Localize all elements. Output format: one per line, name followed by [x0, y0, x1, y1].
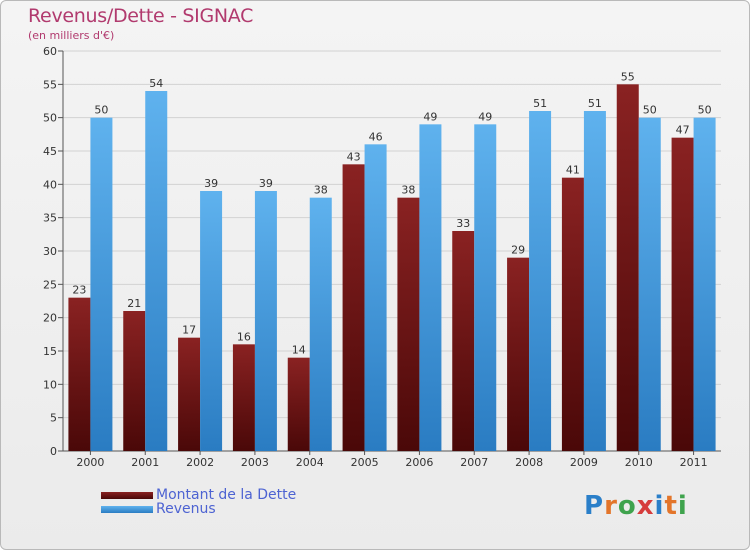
data-label-revenus: 39: [259, 177, 273, 190]
bars: [68, 84, 716, 452]
bar-dette-2001: [123, 311, 146, 451]
data-label-revenus: 50: [698, 104, 712, 117]
logo-letter: t: [664, 491, 678, 521]
y-tick-label: 30: [43, 245, 57, 258]
data-labels: 23 50 21 54 17 39 16 39 14 38 43 46 38 49 33 49 29 51 41 51…: [72, 70, 711, 356]
data-label-dette: 29: [511, 244, 525, 257]
chart-subtitle: (en milliers d'€): [28, 29, 115, 42]
data-label-revenus: 49: [478, 110, 492, 123]
bar-dette-2010: [616, 84, 639, 451]
x-tick-label: 2010: [625, 456, 653, 469]
x-tick-label: 2004: [296, 456, 324, 469]
data-label-revenus: 50: [94, 104, 108, 117]
data-label-dette: 47: [676, 124, 690, 137]
x-tick-label: 2009: [570, 456, 598, 469]
bar-revenus-2003: [254, 191, 277, 451]
y-tick-label: 5: [50, 412, 57, 425]
bar-dette-2002: [178, 337, 201, 451]
x-tick-label: 2007: [460, 456, 488, 469]
bar-revenus-2004: [309, 197, 332, 451]
bar-dette-2009: [561, 177, 584, 451]
bar-revenus-2006: [419, 124, 442, 451]
data-label-revenus: 54: [149, 77, 163, 90]
data-label-dette: 14: [292, 344, 306, 357]
bar-dette-2000: [68, 297, 91, 451]
bar-revenus-2010: [638, 117, 661, 452]
data-label-dette: 43: [347, 150, 361, 163]
y-tick-label: 15: [43, 345, 57, 358]
logo-letter: o: [617, 491, 637, 521]
y-tick-label: 45: [43, 145, 57, 158]
data-label-revenus: 49: [423, 110, 437, 123]
y-tick-label: 35: [43, 212, 57, 225]
data-label-revenus: 51: [588, 97, 602, 110]
bar-revenus-2001: [145, 91, 168, 451]
legend-swatch-revenus: [101, 505, 153, 513]
bar-dette-2008: [507, 257, 530, 451]
axes: 0 5 10 15 20 25 30 35 40 45 50 55 60 2000 2001 2002 2003…: [43, 45, 721, 469]
data-label-revenus: 51: [533, 97, 547, 110]
data-label-dette: 16: [237, 330, 251, 343]
y-tick-label: 55: [43, 78, 57, 91]
legend-item-revenus: Revenus: [101, 501, 216, 517]
x-tick-label: 2011: [680, 456, 708, 469]
bar-revenus-2000: [90, 117, 113, 452]
y-tick-label: 10: [43, 378, 57, 391]
chart-title: Revenus/Dette - SIGNAC: [28, 5, 254, 27]
bar-revenus-2005: [364, 144, 387, 452]
y-tick-label: 40: [43, 178, 57, 191]
bar-revenus-2002: [200, 191, 223, 451]
bar-dette-2003: [232, 344, 255, 451]
legend-item-dette: Montant de la Dette: [101, 487, 297, 503]
data-label-dette: 17: [182, 324, 196, 337]
data-label-dette: 55: [621, 70, 635, 83]
logo-letter: P: [584, 491, 605, 521]
bar-revenus-2007: [474, 124, 497, 451]
y-tick-label: 50: [43, 112, 57, 125]
data-label-revenus: 38: [314, 184, 328, 197]
y-tick-label: 25: [43, 278, 57, 291]
x-tick-label: 2002: [186, 456, 214, 469]
data-label-dette: 21: [127, 297, 141, 310]
x-tick-label: 2006: [405, 456, 433, 469]
bar-dette-2011: [671, 137, 694, 451]
data-label-revenus: 39: [204, 177, 218, 190]
data-label-dette: 23: [72, 284, 86, 297]
bar-dette-2007: [452, 231, 475, 451]
y-tick-label: 0: [50, 445, 57, 458]
x-tick-label: 2000: [76, 456, 104, 469]
logo-letter: x: [636, 491, 655, 521]
legend-swatch-dette: [101, 491, 153, 499]
x-tick-label: 2001: [131, 456, 159, 469]
bar-dette-2006: [397, 197, 420, 451]
logo-letter: r: [604, 491, 618, 521]
data-label-dette: 38: [401, 184, 415, 197]
proxiti-logo: Proxiti: [584, 491, 688, 521]
y-tick-label: 60: [43, 45, 57, 58]
bar-revenus-2008: [529, 111, 552, 451]
bar-dette-2004: [287, 357, 310, 451]
logo-letter: i: [677, 491, 688, 521]
logo-letter: i: [654, 491, 665, 521]
bar-revenus-2009: [583, 111, 606, 451]
data-label-dette: 41: [566, 164, 580, 177]
grid-lines: [63, 50, 721, 452]
bar-revenus-2011: [693, 117, 716, 452]
x-tick-label: 2003: [241, 456, 269, 469]
x-tick-label: 2005: [351, 456, 379, 469]
bar-dette-2005: [342, 164, 365, 452]
x-tick-label: 2008: [515, 456, 543, 469]
legend-label-revenus: Revenus: [156, 501, 216, 517]
data-label-revenus: 46: [369, 130, 383, 143]
data-label-revenus: 50: [643, 104, 657, 117]
data-label-dette: 33: [456, 217, 470, 230]
y-tick-label: 20: [43, 312, 57, 325]
legend-label-dette: Montant de la Dette: [156, 487, 297, 503]
